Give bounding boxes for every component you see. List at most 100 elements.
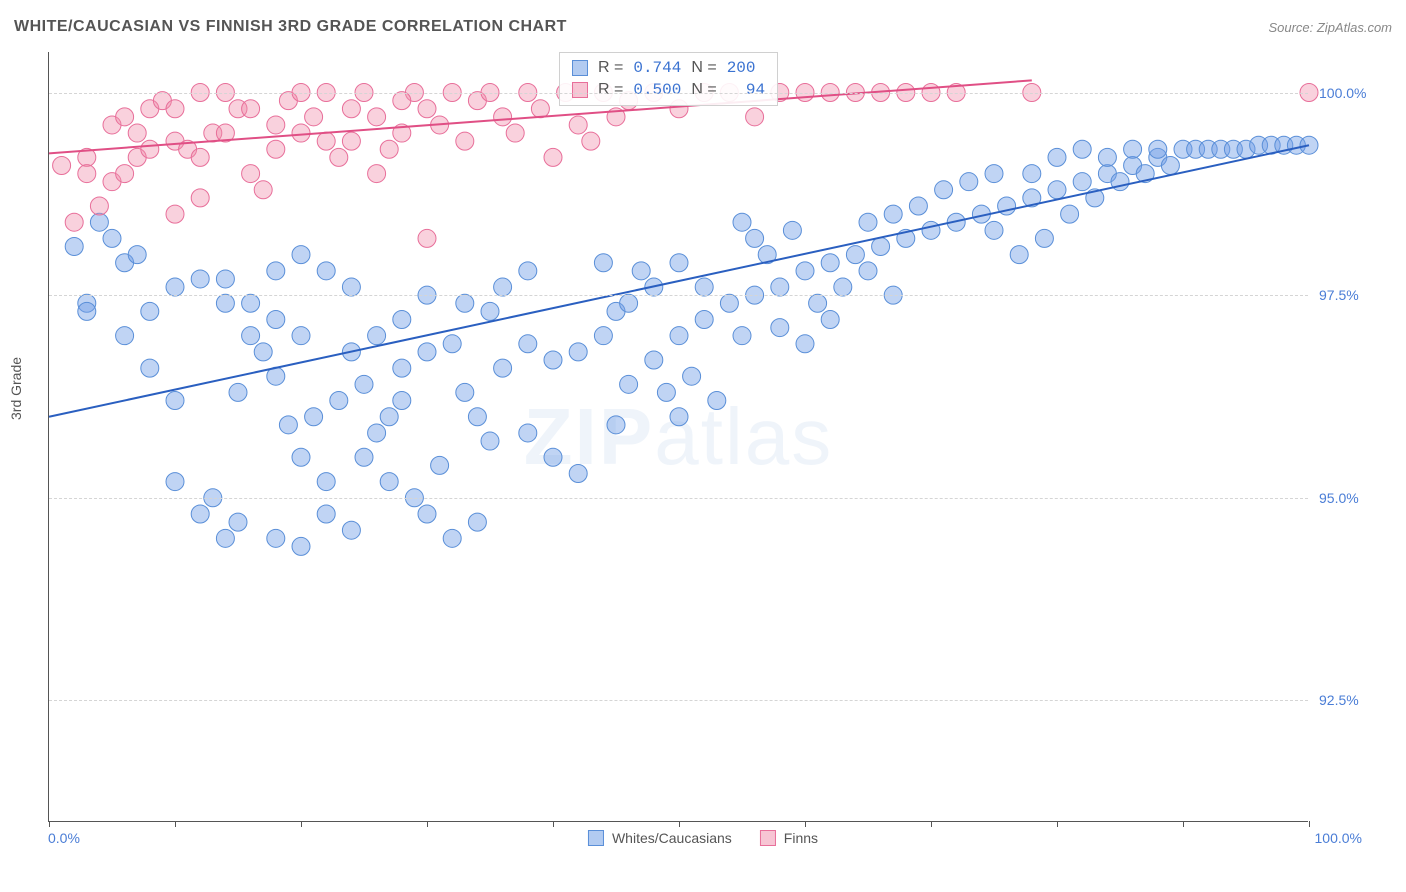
data-point — [418, 505, 436, 523]
data-point — [166, 205, 184, 223]
data-point — [519, 335, 537, 353]
data-point — [746, 108, 764, 126]
stats-r-value: 0.744 — [633, 59, 681, 77]
data-point — [116, 165, 134, 183]
data-point — [1023, 165, 1041, 183]
data-point — [368, 108, 386, 126]
data-point — [292, 327, 310, 345]
data-point — [733, 327, 751, 345]
x-tick — [1057, 821, 1058, 827]
data-point — [594, 254, 612, 272]
data-point — [254, 181, 272, 199]
data-point — [267, 140, 285, 158]
data-point — [859, 262, 877, 280]
data-point — [166, 100, 184, 118]
x-tick — [805, 821, 806, 827]
trend-line — [49, 145, 1309, 417]
data-point — [1124, 140, 1142, 158]
plot-area: ZIPatlas R =0.744N =200R =0.500N = 94 92… — [48, 52, 1308, 822]
data-point — [771, 319, 789, 337]
x-tick — [1183, 821, 1184, 827]
y-tick-label: 92.5% — [1319, 692, 1359, 708]
stats-n-label: N = — [691, 81, 716, 99]
data-point — [884, 205, 902, 223]
data-point — [242, 100, 260, 118]
data-point — [796, 335, 814, 353]
stats-n-label: N = — [691, 59, 716, 77]
data-point — [279, 416, 297, 434]
data-point — [544, 148, 562, 166]
data-point — [141, 302, 159, 320]
data-point — [670, 327, 688, 345]
data-point — [569, 464, 587, 482]
data-point — [683, 367, 701, 385]
data-point — [443, 529, 461, 547]
data-point — [317, 473, 335, 491]
data-point — [216, 270, 234, 288]
gridline — [49, 93, 1308, 94]
legend-item: Whites/Caucasians — [588, 830, 732, 846]
data-point — [607, 416, 625, 434]
data-point — [821, 310, 839, 328]
data-point — [368, 327, 386, 345]
x-tick — [931, 821, 932, 827]
chart-header: WHITE/CAUCASIAN VS FINNISH 3RD GRADE COR… — [14, 18, 1392, 36]
legend-swatch — [588, 830, 604, 846]
legend-label: Whites/Caucasians — [612, 830, 732, 846]
data-point — [859, 213, 877, 231]
data-point — [494, 108, 512, 126]
gridline — [49, 295, 1308, 296]
y-tick-label: 100.0% — [1319, 85, 1366, 101]
data-point — [267, 116, 285, 134]
data-point — [1048, 181, 1066, 199]
data-point — [191, 189, 209, 207]
stats-row: R =0.500N = 94 — [572, 79, 765, 101]
data-point — [620, 375, 638, 393]
stats-swatch — [572, 60, 588, 76]
data-point — [242, 294, 260, 312]
data-point — [65, 238, 83, 256]
stats-r-label: R = — [598, 59, 623, 77]
data-point — [531, 100, 549, 118]
data-point — [569, 343, 587, 361]
stats-r-value: 0.500 — [633, 81, 681, 99]
data-point — [191, 148, 209, 166]
stats-swatch — [572, 82, 588, 98]
data-point — [456, 132, 474, 150]
x-tick — [1309, 821, 1310, 827]
data-point — [846, 246, 864, 264]
data-point — [771, 278, 789, 296]
data-point — [393, 392, 411, 410]
data-point — [494, 278, 512, 296]
data-point — [620, 294, 638, 312]
legend-swatch — [760, 830, 776, 846]
legend-item: Finns — [760, 830, 818, 846]
data-point — [821, 254, 839, 272]
gridline — [49, 498, 1308, 499]
data-point — [834, 278, 852, 296]
data-point — [393, 359, 411, 377]
x-tick — [49, 821, 50, 827]
data-point — [305, 408, 323, 426]
data-point — [393, 310, 411, 328]
data-point — [342, 132, 360, 150]
data-point — [368, 165, 386, 183]
data-point — [796, 262, 814, 280]
data-point — [1073, 173, 1091, 191]
data-point — [708, 392, 726, 410]
data-point — [90, 197, 108, 215]
data-point — [229, 383, 247, 401]
data-point — [65, 213, 83, 231]
data-point — [317, 132, 335, 150]
data-point — [935, 181, 953, 199]
x-tick — [553, 821, 554, 827]
data-point — [355, 375, 373, 393]
data-point — [519, 262, 537, 280]
data-point — [216, 294, 234, 312]
stats-n-value: 200 — [727, 59, 756, 77]
data-point — [1048, 148, 1066, 166]
data-point — [594, 327, 612, 345]
data-point — [544, 351, 562, 369]
x-tick — [175, 821, 176, 827]
data-point — [267, 262, 285, 280]
